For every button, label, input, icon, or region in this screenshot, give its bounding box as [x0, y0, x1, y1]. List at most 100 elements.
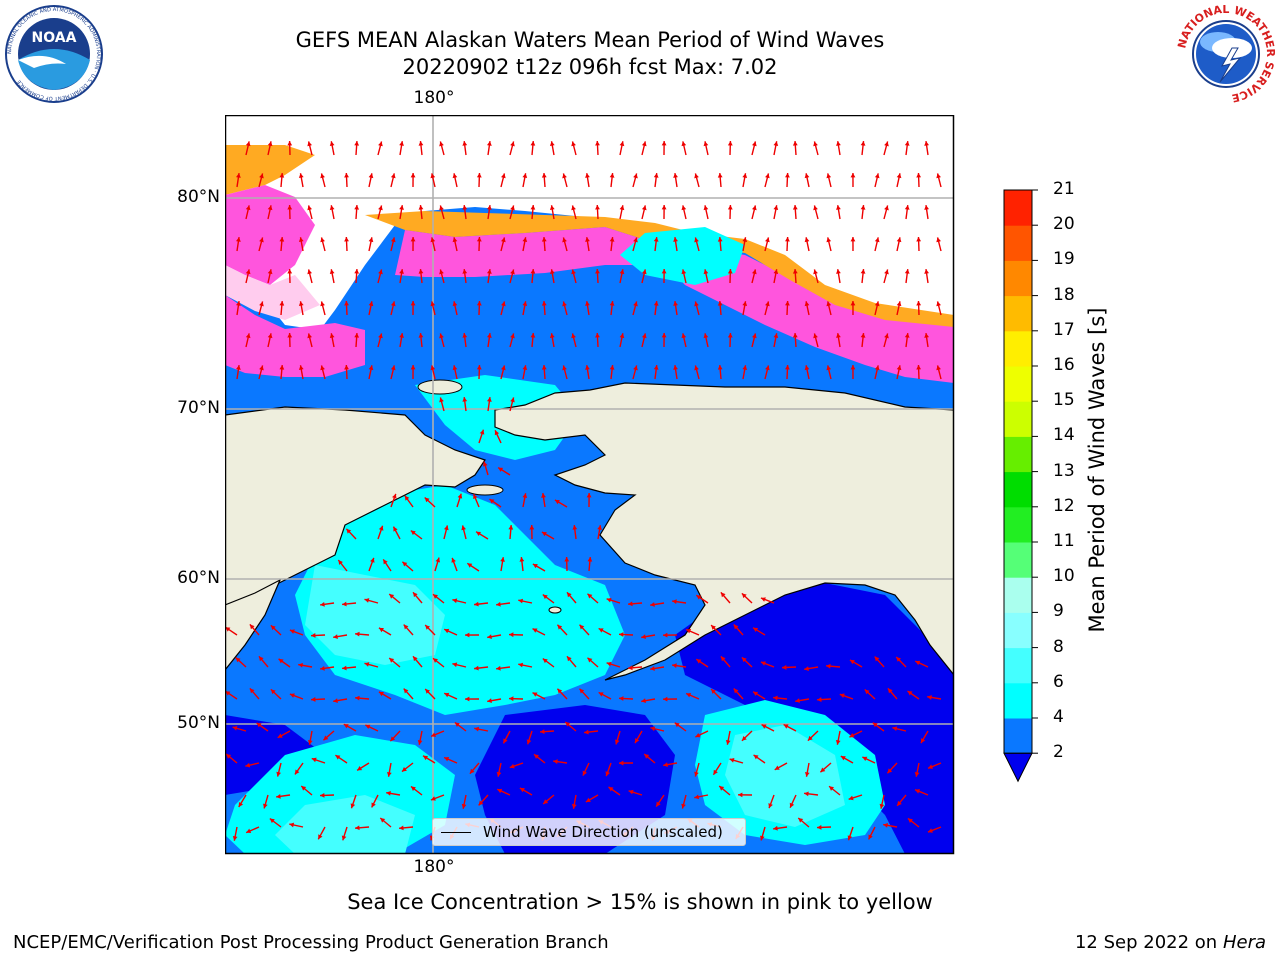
wind-arrow-head [641, 141, 647, 147]
wind-arrow-head [530, 141, 536, 146]
wind-arrow-head [249, 688, 255, 694]
wind-arrow-head [804, 173, 810, 179]
wind-arrow-head [696, 659, 702, 664]
colorbar-under-extension [1003, 752, 1033, 783]
wind-arrow-head [597, 525, 602, 530]
lat-label-70: 70°N [177, 398, 220, 418]
wind-arrow-head [439, 141, 444, 147]
wind-arrow-head [673, 301, 678, 306]
wind-arrow-head [742, 365, 748, 370]
wind-arrow-head [256, 722, 262, 728]
wind-arrow-head [792, 141, 798, 146]
wind-arrow-head [694, 794, 700, 800]
wind-arrow-head [849, 733, 855, 738]
wind-arrow-head [439, 269, 444, 275]
wind-arrow-head [501, 301, 506, 307]
wind-arrow-head [461, 803, 467, 809]
wind-arrow-head [729, 758, 735, 763]
colorbar-tick-label: 21 [1053, 179, 1075, 199]
wind-arrow-head [752, 141, 757, 147]
wind-arrow-head [232, 835, 238, 841]
wind-arrow-head [633, 237, 638, 243]
wind-arrow-head [733, 688, 739, 694]
wind-arrow-head [628, 665, 633, 671]
wind-arrow-head [653, 173, 659, 178]
wind-arrow-head [496, 601, 501, 607]
wind-arrow-head [695, 732, 701, 738]
wind-arrow-head [433, 658, 438, 663]
wind-arrow-head [403, 624, 409, 630]
wind-arrow-head [633, 173, 638, 179]
wind-arrow-head [357, 766, 363, 771]
colorbar-tick-label: 2 [1053, 742, 1064, 763]
wind-arrow-head [826, 237, 832, 243]
lon-label-top: 180° [413, 88, 455, 108]
wind-arrow-head [650, 666, 655, 671]
nws-logo: NATIONAL WEATHER SERVICE [1175, 3, 1277, 105]
wind-arrow-head [720, 656, 726, 662]
wind-arrow-head [752, 205, 757, 211]
wind-arrow-head [522, 173, 528, 179]
wind-arrow-head [868, 834, 873, 840]
wind-arrow-head [431, 732, 437, 737]
wind-arrow-head [278, 658, 284, 664]
wind-arrow-head [703, 269, 709, 275]
wind-arrow-head [399, 333, 404, 338]
wind-arrow-head [245, 141, 251, 147]
wind-arrow-head [532, 692, 538, 697]
wind-arrow-head [378, 333, 383, 339]
colorbar-segment [1004, 295, 1032, 332]
wind-arrow-head [892, 726, 898, 732]
wind-arrow-head [609, 237, 615, 242]
wind-arrow-head [307, 269, 312, 275]
wind-arrow-head [474, 601, 479, 607]
wind-arrow-head [289, 822, 295, 828]
wind-arrow-head [587, 657, 593, 663]
colorbar-tick-label: 14 [1053, 425, 1075, 446]
wind-arrow-head [378, 525, 384, 531]
wind-arrow-head [519, 787, 525, 793]
wind-arrow-head [263, 803, 268, 809]
cyan-arctic-patch [620, 227, 745, 285]
wind-arrow-head [628, 789, 634, 795]
wind-arrow-head [259, 365, 264, 371]
wind-arrow-head [554, 499, 560, 505]
wind-arrow-head [619, 205, 625, 211]
wind-arrow-head [840, 756, 846, 761]
wind-arrow-head [267, 269, 273, 275]
wind-arrow-head [473, 494, 478, 500]
colorbar-segment [1004, 436, 1032, 473]
wind-arrow-head [650, 602, 655, 607]
wind-arrow-head [924, 141, 929, 146]
wind-arrow-head [501, 173, 506, 179]
wind-arrow-head [792, 205, 798, 210]
wind-arrow-head [836, 269, 841, 274]
wind-arrow-head [479, 429, 485, 435]
wind-arrow-head [298, 301, 304, 306]
wind-arrow-head [410, 786, 416, 791]
wind-arrow-head [741, 735, 747, 741]
wind-arrow-head [404, 495, 410, 501]
ice-orange-band-north [365, 211, 695, 247]
colorbar-segment [1004, 471, 1032, 508]
wind-arrow-head [344, 365, 349, 370]
wind-arrow-head [663, 632, 668, 638]
wind-arrow-head [386, 791, 391, 796]
wind-arrow-head [606, 661, 612, 667]
wind-arrow-head [540, 729, 545, 735]
wind-arrow-head [311, 757, 317, 763]
wind-arrow-head [585, 237, 590, 242]
colorbar-tick-label: 6 [1053, 671, 1064, 692]
wind-arrow-head [402, 561, 408, 567]
wind-arrow-head [874, 173, 880, 179]
wind-arrow-head [785, 173, 790, 178]
wind-arrow-head [765, 173, 770, 179]
land-alaska [494, 382, 954, 681]
wind-arrow-head [826, 663, 831, 669]
wind-arrow-head [439, 205, 444, 211]
wind-arrow-head [609, 365, 615, 370]
colorbar-tick-label: 11 [1053, 531, 1075, 551]
wind-arrow-head [522, 493, 528, 499]
wind-arrow-head [341, 835, 347, 841]
wind-arrow-head [346, 528, 352, 534]
